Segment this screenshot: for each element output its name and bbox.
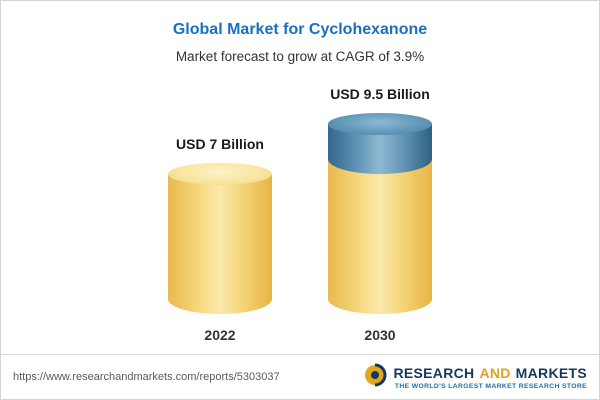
bar-value-label: USD 7 Billion [176,136,264,152]
bar-category-label: 2022 [204,327,236,343]
logo-word-research: RESEARCH [393,364,475,381]
logo-word-markets: MARKETS [515,364,587,381]
chart-title: Global Market for Cyclohexanone [172,21,428,38]
research-and-markets-logo: RESEARCH AND MARKETS THE WORLD'S LARGEST… [363,363,587,392]
logo-word-and: AND [479,364,511,381]
chart-header: Global Market for Cyclohexanone Market f… [1,1,599,64]
logo-wordmark: RESEARCH AND MARKETS [393,365,587,381]
globe-icon [363,363,387,392]
chart-area: USD 7 Billion 2022 USD 9.5 Billion 2030 [1,86,599,343]
chart-subtitle: Market forecast to grow at CAGR of 3.9% [175,49,425,64]
report-url: https://www.researchandmarkets.com/repor… [13,371,280,383]
cylinder-top-ellipse [168,163,272,185]
bar-group-2022: USD 7 Billion 2022 [168,136,272,343]
growth-segment [328,113,432,174]
logo-text: RESEARCH AND MARKETS THE WORLD'S LARGEST… [393,365,587,390]
footer: https://www.researchandmarkets.com/repor… [1,354,599,399]
bar-category-label: 2030 [364,327,396,343]
bar-2030-cylinder [328,113,432,314]
logo-tagline: THE WORLD'S LARGEST MARKET RESEARCH STOR… [394,382,587,390]
bar-2022-cylinder [168,163,272,314]
growth-segment-top-ellipse [328,113,432,135]
bar-group-2030: USD 9.5 Billion 2030 [328,86,432,343]
bar-value-label: USD 9.5 Billion [330,86,430,102]
